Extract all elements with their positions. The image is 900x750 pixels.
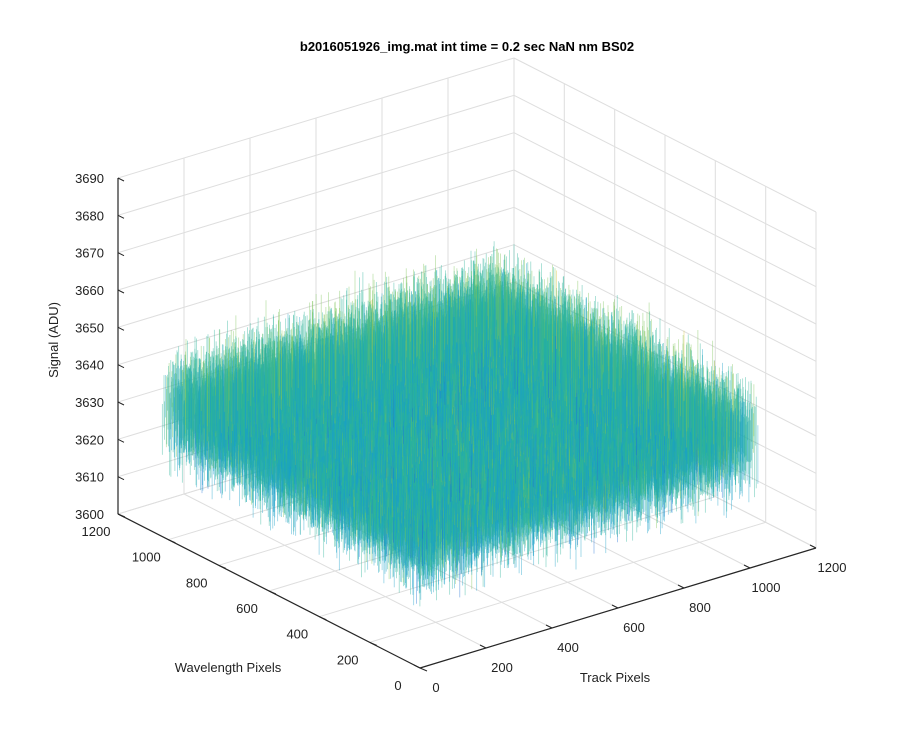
chart-title: b2016051926_img.mat int time = 0.2 sec N… bbox=[300, 39, 634, 54]
